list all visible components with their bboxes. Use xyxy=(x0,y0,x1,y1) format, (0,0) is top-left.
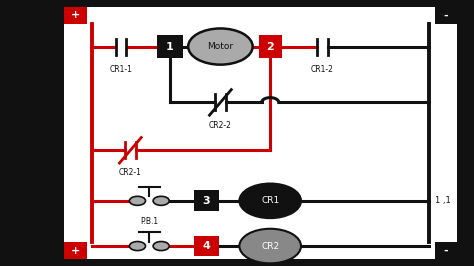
Text: P.B.2: P.B.2 xyxy=(140,262,158,266)
FancyBboxPatch shape xyxy=(64,242,87,259)
Text: +: + xyxy=(71,246,80,256)
Circle shape xyxy=(129,242,146,251)
Circle shape xyxy=(239,229,301,263)
FancyBboxPatch shape xyxy=(435,242,457,259)
Text: 1: 1 xyxy=(166,41,173,52)
FancyBboxPatch shape xyxy=(194,236,219,256)
Text: P.B.1: P.B.1 xyxy=(140,217,158,226)
Text: 2 , 3: 2 , 3 xyxy=(435,242,453,251)
FancyBboxPatch shape xyxy=(64,7,457,259)
FancyBboxPatch shape xyxy=(156,35,182,58)
Text: 1: 1 xyxy=(52,41,59,52)
Text: 3: 3 xyxy=(52,145,59,155)
Text: CR1-2: CR1-2 xyxy=(311,65,334,74)
Circle shape xyxy=(188,28,253,65)
Circle shape xyxy=(129,196,146,205)
FancyBboxPatch shape xyxy=(435,7,457,24)
FancyBboxPatch shape xyxy=(259,35,282,58)
Text: CR2-1: CR2-1 xyxy=(119,168,142,177)
Text: CR1: CR1 xyxy=(261,196,279,205)
Circle shape xyxy=(239,184,301,218)
Text: 5: 5 xyxy=(52,241,59,251)
FancyBboxPatch shape xyxy=(194,190,219,211)
Text: 2: 2 xyxy=(52,97,59,107)
Text: CR2: CR2 xyxy=(261,242,279,251)
Text: +: + xyxy=(71,10,80,20)
Circle shape xyxy=(153,196,169,205)
Text: 4: 4 xyxy=(51,196,59,206)
Text: 4: 4 xyxy=(202,241,210,251)
Text: CR1-1: CR1-1 xyxy=(109,65,132,74)
Text: -: - xyxy=(444,246,448,256)
Text: 1 ,1: 1 ,1 xyxy=(435,196,450,205)
FancyBboxPatch shape xyxy=(64,7,87,24)
Text: 2: 2 xyxy=(266,41,274,52)
Text: Motor: Motor xyxy=(207,42,234,51)
Circle shape xyxy=(153,242,169,251)
Text: CR2-2: CR2-2 xyxy=(209,120,232,130)
Text: -: - xyxy=(444,10,448,20)
Text: 3: 3 xyxy=(202,196,210,206)
